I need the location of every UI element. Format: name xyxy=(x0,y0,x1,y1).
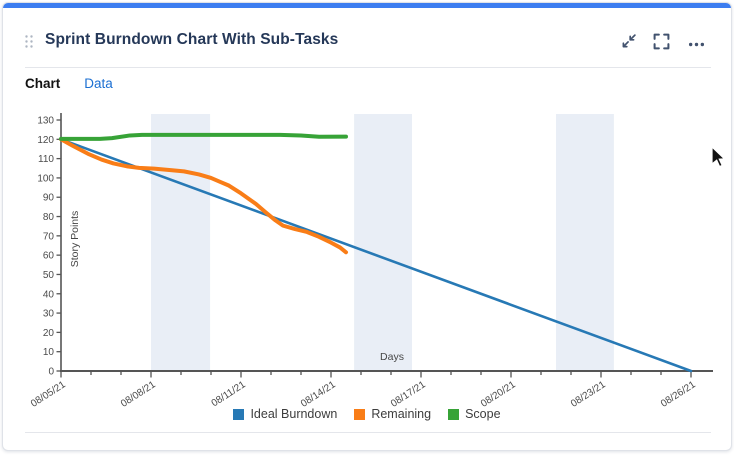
x-tick-label: 08/26/21 xyxy=(659,379,698,410)
weekend-band xyxy=(556,114,614,371)
drag-handle-icon[interactable] xyxy=(24,34,34,49)
series-line-ideal-burndown xyxy=(59,138,693,373)
series-line-remaining xyxy=(59,137,348,255)
legend-swatch-ideal-burndown xyxy=(233,408,245,420)
y-axis-title: Story Points xyxy=(69,211,81,268)
y-tick-label: 70 xyxy=(43,231,55,242)
gadget-header: Sprint Burndown Chart With Sub-Tasks xyxy=(3,25,731,61)
x-tick-label: 08/20/21 xyxy=(479,379,518,410)
y-tick-label: 0 xyxy=(48,367,54,378)
x-tick-label: 08/17/21 xyxy=(389,379,428,410)
y-tick-label: 100 xyxy=(37,173,54,184)
header-divider xyxy=(25,67,711,68)
series-line-scope xyxy=(59,132,348,141)
legend-label: Scope xyxy=(465,407,501,421)
x-tick-label: 08/14/21 xyxy=(299,379,338,410)
x-tick-label: 08/05/21 xyxy=(29,379,68,410)
legend-item-ideal-burndown[interactable]: Ideal Burndown xyxy=(233,407,337,421)
y-tick-label: 60 xyxy=(43,251,55,262)
chart-legend: Ideal Burndown Remaining Scope xyxy=(3,407,731,421)
x-tick-label: 08/08/21 xyxy=(119,379,158,410)
view-tabs: Chart Data xyxy=(25,76,113,91)
y-tick-label: 110 xyxy=(38,154,54,165)
y-tick-label: 10 xyxy=(43,347,55,358)
collapse-icon[interactable] xyxy=(620,33,637,50)
legend-label: Ideal Burndown xyxy=(250,407,338,421)
tab-chart[interactable]: Chart xyxy=(25,76,61,91)
burndown-gadget-card: Sprint Burndown Chart With Sub-Tasks Cha… xyxy=(2,2,732,451)
gadget-title: Sprint Burndown Chart With Sub-Tasks xyxy=(45,31,339,48)
weekend-band xyxy=(354,114,412,371)
legend-item-remaining[interactable]: Remaining xyxy=(354,407,431,421)
y-tick-label: 50 xyxy=(43,270,55,281)
y-tick-label: 90 xyxy=(43,193,55,204)
x-tick-label: 08/11/21 xyxy=(210,379,248,409)
weekend-band xyxy=(151,114,211,371)
x-tick-label: 08/23/21 xyxy=(569,379,608,410)
more-options-icon[interactable] xyxy=(688,36,705,53)
tab-data[interactable]: Data xyxy=(84,76,113,91)
legend-label: Remaining xyxy=(371,407,432,421)
y-tick-label: 120 xyxy=(37,135,54,146)
fullscreen-icon[interactable] xyxy=(653,33,670,50)
y-tick-label: 40 xyxy=(43,289,55,300)
y-tick-label: 20 xyxy=(43,328,55,339)
footer-divider xyxy=(25,432,711,433)
card-accent-bar xyxy=(3,3,731,8)
legend-swatch-remaining xyxy=(354,408,366,420)
mouse-cursor xyxy=(711,146,726,168)
y-tick-label: 130 xyxy=(37,116,54,127)
burndown-chart: 0 10 20 30 40 50 60 70 80 90 100 110 120 130 08/05/21 0… xyxy=(29,113,713,410)
legend-swatch-scope xyxy=(448,408,460,420)
y-tick-label: 30 xyxy=(43,309,55,320)
y-tick-label: 80 xyxy=(43,212,55,223)
legend-item-scope[interactable]: Scope xyxy=(448,407,501,421)
x-axis-title: Days xyxy=(380,351,404,363)
